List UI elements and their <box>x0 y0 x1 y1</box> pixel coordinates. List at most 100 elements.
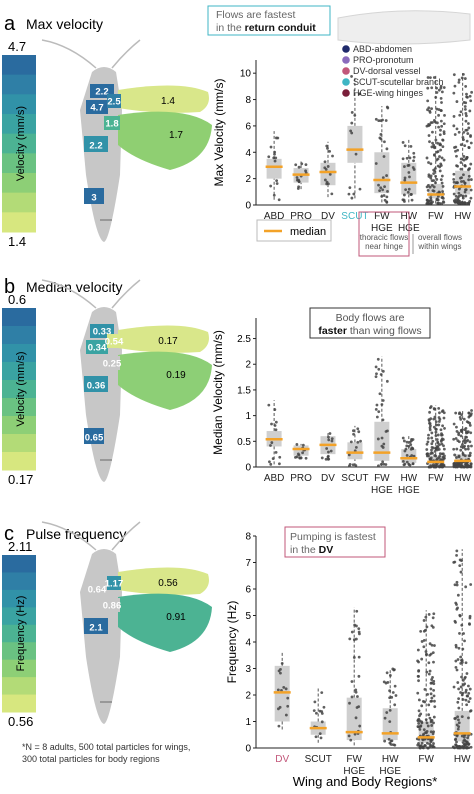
data-point <box>352 656 356 659</box>
antenna <box>41 279 97 309</box>
data-point <box>301 443 305 447</box>
data-point <box>440 174 444 178</box>
data-point <box>441 196 444 199</box>
data-point <box>380 194 384 198</box>
data-point <box>426 440 430 444</box>
data-point <box>461 647 465 651</box>
data-point <box>441 455 445 459</box>
data-point <box>463 676 467 680</box>
data-point <box>458 745 462 748</box>
data-point <box>427 713 431 717</box>
category-label: SCUT <box>341 473 368 484</box>
data-point <box>377 183 380 187</box>
data-point <box>378 392 382 396</box>
legend-marker <box>342 45 350 53</box>
category-label: FW <box>428 473 444 484</box>
data-point <box>456 727 460 731</box>
data-point <box>433 705 437 709</box>
data-point <box>468 622 471 626</box>
data-point <box>426 693 429 696</box>
data-point <box>274 428 278 432</box>
iqr-box <box>293 445 309 456</box>
data-point <box>350 196 354 200</box>
data-point <box>273 408 277 411</box>
data-point <box>275 179 279 183</box>
data-point <box>430 442 434 446</box>
data-point <box>432 185 436 189</box>
data-point <box>294 455 297 459</box>
data-point <box>427 454 430 458</box>
data-point <box>422 645 426 649</box>
data-point <box>386 106 390 110</box>
legend-marker <box>342 67 350 75</box>
data-point <box>348 464 351 468</box>
data-point <box>382 155 386 158</box>
data-point <box>381 176 385 180</box>
y-tick-label: 0.5 <box>237 437 251 448</box>
data-point <box>357 655 361 659</box>
data-point <box>442 86 446 89</box>
category-label: DV <box>321 211 335 222</box>
category-label: HW <box>454 754 471 765</box>
y-tick-label: 7 <box>245 558 251 569</box>
data-point <box>325 182 329 186</box>
data-point <box>428 410 431 414</box>
data-point <box>284 713 288 717</box>
data-point <box>273 159 277 163</box>
data-point <box>455 668 459 672</box>
data-point <box>434 420 438 424</box>
data-point <box>459 143 463 147</box>
data-point <box>428 406 432 410</box>
iqr-box <box>274 665 290 722</box>
data-point <box>455 127 459 131</box>
data-point <box>350 131 354 135</box>
data-point <box>379 133 383 136</box>
scale-axis-label: Frequency (Hz) <box>15 596 27 672</box>
data-point <box>417 742 420 745</box>
data-point <box>452 124 456 128</box>
data-point <box>456 700 460 704</box>
data-point <box>304 456 308 460</box>
data-point <box>374 365 378 369</box>
data-point <box>318 732 322 736</box>
data-point <box>439 164 443 167</box>
data-point <box>462 735 466 739</box>
iqr-box <box>455 454 471 465</box>
data-point <box>462 741 466 745</box>
data-point <box>430 436 434 440</box>
data-point <box>411 462 415 466</box>
data-point <box>429 464 433 467</box>
data-point <box>430 643 434 647</box>
data-point <box>376 437 380 441</box>
data-point <box>274 156 278 160</box>
data-point <box>457 706 461 710</box>
data-point <box>433 454 437 457</box>
data-point <box>457 454 461 458</box>
data-point <box>463 682 467 686</box>
color-bar-segment <box>2 416 36 435</box>
data-point <box>314 735 318 739</box>
data-point <box>410 198 414 202</box>
data-point <box>425 670 429 674</box>
data-point <box>381 369 385 373</box>
data-point <box>464 430 468 433</box>
data-point <box>441 138 445 142</box>
data-point <box>432 168 436 172</box>
legend-label: DV-dorsal vessel <box>353 66 421 76</box>
data-point <box>325 144 329 148</box>
data-point <box>452 685 456 689</box>
data-point <box>419 629 423 633</box>
data-point <box>441 190 445 193</box>
data-point <box>432 679 436 683</box>
data-point <box>403 178 407 182</box>
data-point <box>404 188 408 192</box>
data-point <box>379 186 383 190</box>
data-point <box>432 417 436 421</box>
data-point <box>467 167 471 171</box>
data-point <box>433 153 436 157</box>
region-label-mid: 0.36 <box>87 381 106 392</box>
data-point <box>380 403 384 406</box>
data-point <box>405 156 409 160</box>
data-point <box>440 202 444 206</box>
color-bar-segment <box>2 362 36 381</box>
